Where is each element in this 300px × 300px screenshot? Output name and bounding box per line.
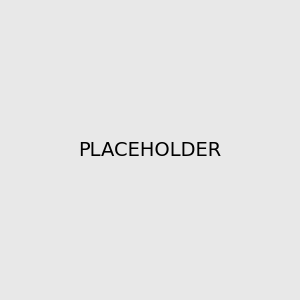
Text: PLACEHOLDER: PLACEHOLDER [78, 140, 222, 160]
